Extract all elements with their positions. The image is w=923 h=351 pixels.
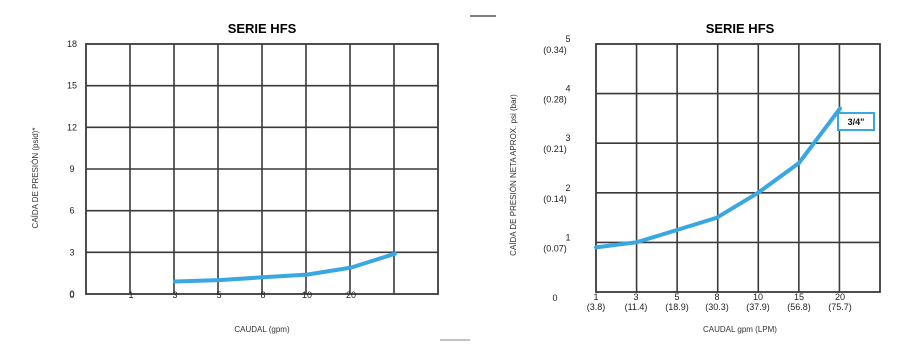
- right-chart-x-tick-lpm: (75.7): [828, 302, 852, 312]
- left-chart-y-tick-label: 15: [67, 81, 77, 91]
- left-chart-x-tick-label: 10: [302, 290, 312, 300]
- right-chart: SERIE HFS 01(0.07)2(0.14)3(0.21)4(0.28)5…: [509, 21, 881, 334]
- right-chart-y-tick-psi: 2: [565, 183, 570, 193]
- right-chart-x-axis-label: CAUDAL gpm (LPM): [703, 325, 777, 334]
- left-chart-series-line: [173, 251, 397, 284]
- right-chart-x-tick-lpm: (56.8): [787, 302, 811, 312]
- left-chart-x-tick-label: 5: [216, 290, 221, 300]
- right-chart-frame: [595, 43, 881, 293]
- left-chart-y-tick-label: 3: [69, 247, 74, 257]
- right-chart-x-tick-lpm: (3.8): [587, 302, 606, 312]
- right-chart-title: SERIE HFS: [706, 21, 775, 36]
- right-chart-series-line: [594, 106, 842, 250]
- right-chart-ticks: 01(0.07)2(0.14)3(0.21)4(0.28)5(0.34)1(3.…: [543, 34, 852, 312]
- left-chart-series: [173, 251, 397, 284]
- left-chart-x-tick-label: 8: [260, 290, 265, 300]
- right-chart-x-tick-gpm: 8: [714, 292, 719, 302]
- left-chart-y-axis-label: CAÍDA DE PRESIÓN (psid)*: [31, 128, 40, 229]
- left-chart-x-tick-label: 0: [69, 290, 74, 300]
- right-chart-y-tick-psi: 3: [565, 133, 570, 143]
- right-chart-y-tick-bar: 0: [552, 293, 557, 303]
- left-chart-x-tick-label: 3: [172, 290, 177, 300]
- right-chart-grid: [595, 43, 881, 293]
- right-chart-y-tick-psi: 4: [565, 84, 570, 94]
- right-chart-y-tick-bar: (0.21): [543, 144, 567, 154]
- right-chart-series: [594, 106, 842, 250]
- left-chart-title: SERIE HFS: [228, 21, 297, 36]
- right-chart-x-tick-gpm: 20: [835, 292, 845, 302]
- left-chart-x-tick-label: 1: [128, 290, 133, 300]
- right-chart-y-tick-psi: 1: [565, 232, 570, 242]
- right-chart-x-tick-lpm: (37.9): [746, 302, 770, 312]
- series-callout-box: [837, 112, 875, 131]
- series-callout-label: 3/4": [848, 117, 865, 127]
- left-chart-y-tick-label: 18: [67, 39, 77, 49]
- right-chart-y-tick-bar: (0.07): [543, 243, 567, 253]
- right-chart-x-tick-gpm: 3: [633, 292, 638, 302]
- right-chart-x-tick-gpm: 1: [593, 292, 598, 302]
- right-chart-x-tick-lpm: (30.3): [705, 302, 729, 312]
- right-chart-x-tick-gpm: 5: [674, 292, 679, 302]
- left-chart-y-tick-label: 0: [69, 289, 74, 299]
- right-chart-x-tick-gpm: 10: [753, 292, 763, 302]
- right-chart-x-tick-lpm: (18.9): [665, 302, 689, 312]
- right-chart-x-tick-lpm: (11.4): [625, 302, 648, 312]
- left-chart-y-tick-label: 6: [69, 206, 74, 216]
- right-chart-y-axis-label: CAÍDA DE PRESIÓN NETA APROX. psi (bar): [509, 94, 518, 256]
- left-chart-y-tick-label: 9: [69, 164, 74, 174]
- left-chart-y-tick-label: 12: [67, 122, 77, 132]
- right-chart-y-tick-bar: (0.14): [543, 194, 567, 204]
- right-chart-x-tick-gpm: 15: [794, 292, 804, 302]
- left-chart-x-tick-label: 20: [346, 290, 356, 300]
- right-chart-y-tick-bar: (0.28): [543, 95, 567, 105]
- left-chart-x-axis-label: CAUDAL (gpm): [234, 325, 290, 334]
- right-chart-y-tick-psi: 5: [565, 34, 570, 44]
- right-chart-y-tick-bar: (0.34): [543, 45, 567, 55]
